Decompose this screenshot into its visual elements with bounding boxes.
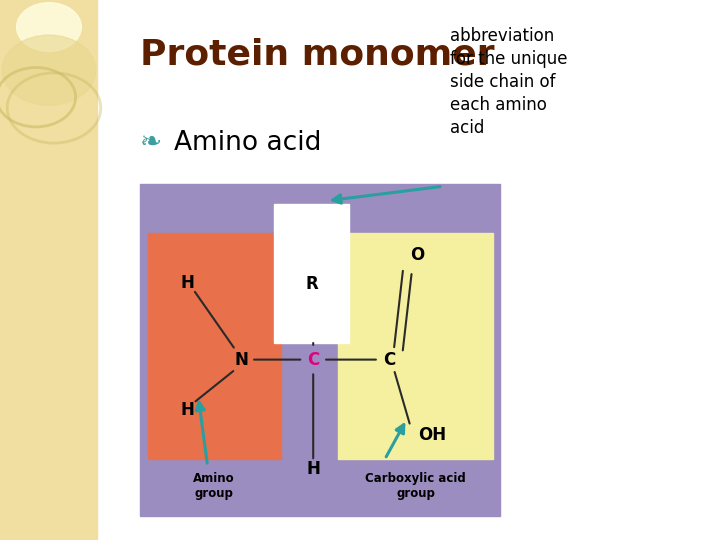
Bar — [274, 204, 349, 343]
Text: Amino
group: Amino group — [194, 472, 235, 500]
Text: abbreviation
for the unique
side chain of
each amino
acid: abbreviation for the unique side chain o… — [450, 27, 567, 137]
Bar — [338, 233, 493, 459]
Bar — [148, 233, 281, 459]
Circle shape — [17, 3, 81, 51]
Text: Carboxylic acid
group: Carboxylic acid group — [366, 472, 466, 500]
Text: C: C — [382, 350, 395, 369]
Text: N: N — [234, 350, 248, 369]
Text: O: O — [410, 246, 425, 264]
Text: Amino acid: Amino acid — [174, 130, 322, 156]
Text: H: H — [181, 401, 194, 418]
Text: C: C — [307, 350, 320, 369]
Text: H: H — [181, 274, 194, 292]
Circle shape — [2, 35, 96, 105]
Text: ❧: ❧ — [140, 130, 163, 156]
Bar — [140, 184, 500, 516]
Text: H: H — [306, 460, 320, 478]
Text: Protein monomer: Protein monomer — [140, 38, 495, 72]
Text: OH: OH — [418, 427, 446, 444]
Text: R: R — [305, 275, 318, 293]
Bar — [0, 0, 97, 540]
